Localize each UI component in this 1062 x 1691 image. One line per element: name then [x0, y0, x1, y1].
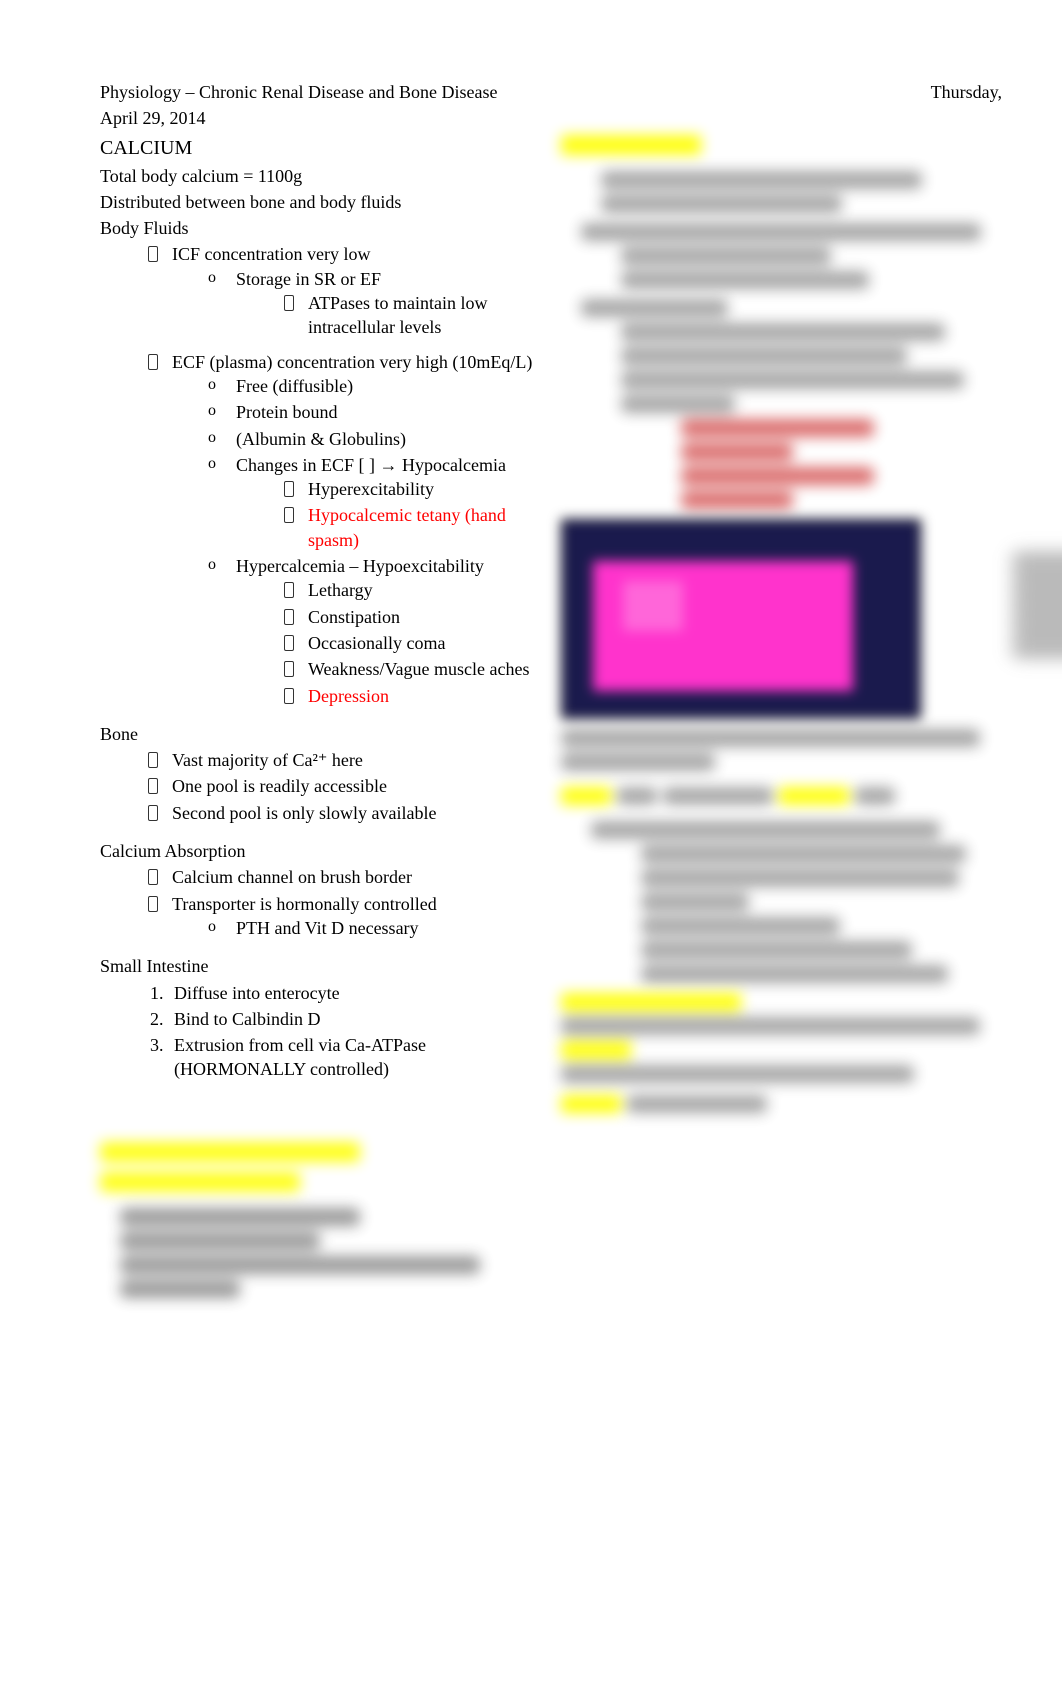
- section-heading-calcium: CALCIUM: [100, 135, 541, 162]
- absorption-heading: Calcium Absorption: [100, 839, 541, 863]
- icf-atpase: ATPases to maintain low intracellular le…: [284, 291, 541, 340]
- right-column: [561, 135, 1002, 1305]
- blurred-row-highlight: [561, 781, 1002, 811]
- date: April 29, 2014: [100, 106, 1002, 130]
- bone-heading: Bone: [100, 722, 541, 746]
- bone-pool2: Second pool is only slowly available: [148, 801, 541, 825]
- icf-storage: Storage in SR or EF ATPases to maintain …: [208, 267, 541, 340]
- blurred-region-bottom-left: [100, 1142, 541, 1299]
- blurred-block-3: [561, 299, 1002, 509]
- total-body-calcium: Total body calcium = 1100g: [100, 164, 541, 188]
- hypercalcemia-text: Hypercalcemia – Hypoexcitability: [236, 556, 484, 576]
- pth-vitd: PTH and Vit D necessary: [208, 916, 541, 940]
- weekday: Thursday,: [931, 80, 1002, 104]
- lethargy: Lethargy: [284, 578, 541, 602]
- blurred-caption: [561, 729, 1002, 771]
- icf-text: ICF concentration very low: [172, 244, 370, 264]
- blurred-block-2: [561, 223, 1002, 289]
- ecf-free: Free (diffusible): [208, 374, 541, 398]
- bone-pool1: One pool is readily accessible: [148, 774, 541, 798]
- ecf-albumin: (Albumin & Globulins): [208, 427, 541, 451]
- distributed-line: Distributed between bone and body fluids: [100, 190, 541, 214]
- ecf-protein: Protein bound: [208, 400, 541, 424]
- hypocalcemic-tetany: Hypocalcemic tetany (hand spasm): [284, 503, 541, 552]
- hypercalcemia: Hypercalcemia – Hypoexcitability Letharg…: [208, 554, 541, 708]
- absorption-channel: Calcium channel on brush border: [148, 865, 541, 889]
- si-extrusion: Extrusion from cell via Ca-ATPase (HORMO…: [168, 1033, 541, 1082]
- body-fluids-heading: Body Fluids: [100, 216, 541, 240]
- icf-item: ICF concentration very low Storage in SR…: [148, 242, 541, 339]
- si-calbindin: Bind to Calbindin D: [168, 1007, 541, 1031]
- constipation: Constipation: [284, 605, 541, 629]
- absorption-transporter-text: Transporter is hormonally controlled: [172, 894, 437, 914]
- blurred-block-1: [561, 171, 1002, 213]
- blurred-heading-right: [561, 135, 1002, 161]
- blurred-block-4: [561, 821, 1002, 983]
- icf-storage-text: Storage in SR or EF: [236, 269, 381, 289]
- ecf-text: ECF (plasma) concentration very high (10…: [172, 352, 532, 372]
- depression: Depression: [284, 684, 541, 708]
- coma: Occasionally coma: [284, 631, 541, 655]
- absorption-transporter: Transporter is hormonally controlled PTH…: [148, 892, 541, 941]
- weakness: Weakness/Vague muscle aches: [284, 657, 541, 681]
- bone-majority: Vast majority of Ca²⁺ here: [148, 748, 541, 772]
- ecf-item: ECF (plasma) concentration very high (10…: [148, 350, 541, 708]
- left-column: CALCIUM Total body calcium = 1100g Distr…: [100, 135, 541, 1305]
- blurred-figure: [561, 519, 1002, 719]
- hyperexcitability: Hyperexcitability: [284, 477, 541, 501]
- ecf-changes: Changes in ECF [ ] → Hypocalcemia Hypere…: [208, 453, 541, 552]
- ecf-changes-text: Changes in ECF [ ] → Hypocalcemia: [236, 455, 506, 475]
- si-diffuse: Diffuse into enterocyte: [168, 981, 541, 1005]
- blurred-block-5: [561, 993, 1002, 1119]
- course-title: Physiology – Chronic Renal Disease and B…: [100, 80, 497, 104]
- small-intestine-heading: Small Intestine: [100, 954, 541, 978]
